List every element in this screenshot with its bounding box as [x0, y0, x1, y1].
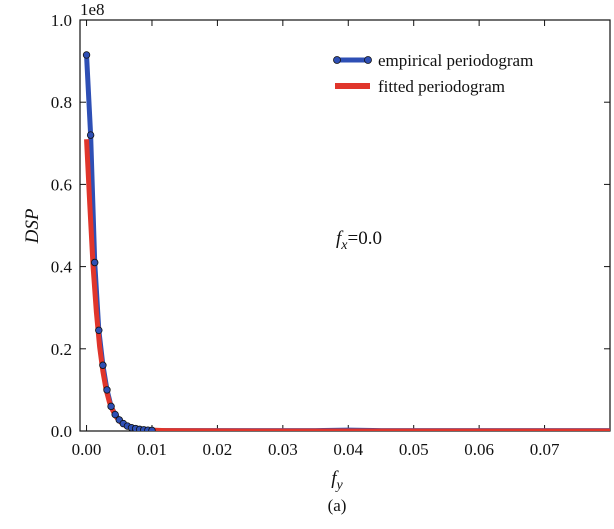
- legend-label-empirical: empirical periodogram: [378, 51, 533, 70]
- x-tick-label: 0.06: [464, 440, 494, 459]
- x-axis-label: fy: [331, 468, 343, 493]
- x-tick-label: 0.00: [72, 440, 102, 459]
- x-tick-label: 0.04: [333, 440, 363, 459]
- empirical-point: [95, 326, 103, 335]
- plot-frame: [79, 19, 611, 432]
- y-scale-label: 1e8: [80, 0, 105, 19]
- legend-item-fitted: fitted periodogram: [335, 77, 505, 96]
- legend-marker-empirical-2: [364, 56, 372, 64]
- empirical-point: [148, 426, 156, 431]
- y-tick-label: 1.0: [51, 11, 72, 30]
- y-tick-label: 0.4: [51, 258, 73, 277]
- legend-label-fitted: fitted periodogram: [378, 77, 505, 96]
- empirical-point: [99, 361, 107, 369]
- empirical-point: [82, 51, 91, 59]
- x-tick-label: 0.05: [399, 440, 429, 459]
- fx-annotation: fx=0.0: [336, 228, 382, 253]
- y-tick-label: 0.6: [51, 175, 72, 194]
- legend: empirical periodogram fitted periodogram: [333, 51, 533, 96]
- y-axis-label: DSP: [22, 208, 43, 244]
- empirical-point: [107, 402, 115, 411]
- legend-marker-empirical: [333, 56, 341, 64]
- series-layer: [82, 51, 610, 431]
- empirical-point: [86, 131, 95, 139]
- y-tick-label: 0.0: [51, 422, 72, 441]
- axis-ticks: 0.00 0.01 0.02 0.03 0.04 0.05 0.06 0.07 0.0 0.2 0.…: [51, 11, 610, 459]
- empirical-point: [91, 258, 99, 267]
- empirical-point: [111, 410, 119, 419]
- x-tick-label: 0.03: [268, 440, 298, 459]
- empirical-point: [103, 386, 111, 394]
- legend-item-empirical: empirical periodogram: [333, 51, 533, 70]
- series-line-fitted: [84, 139, 610, 431]
- x-tick-label: 0.07: [530, 440, 560, 459]
- x-tick-label: 0.02: [203, 440, 233, 459]
- x-tick-label: 0.01: [137, 440, 167, 459]
- y-tick-label: 0.2: [51, 340, 72, 359]
- y-tick-label: 0.8: [51, 93, 72, 112]
- figure-caption: (a): [328, 496, 347, 515]
